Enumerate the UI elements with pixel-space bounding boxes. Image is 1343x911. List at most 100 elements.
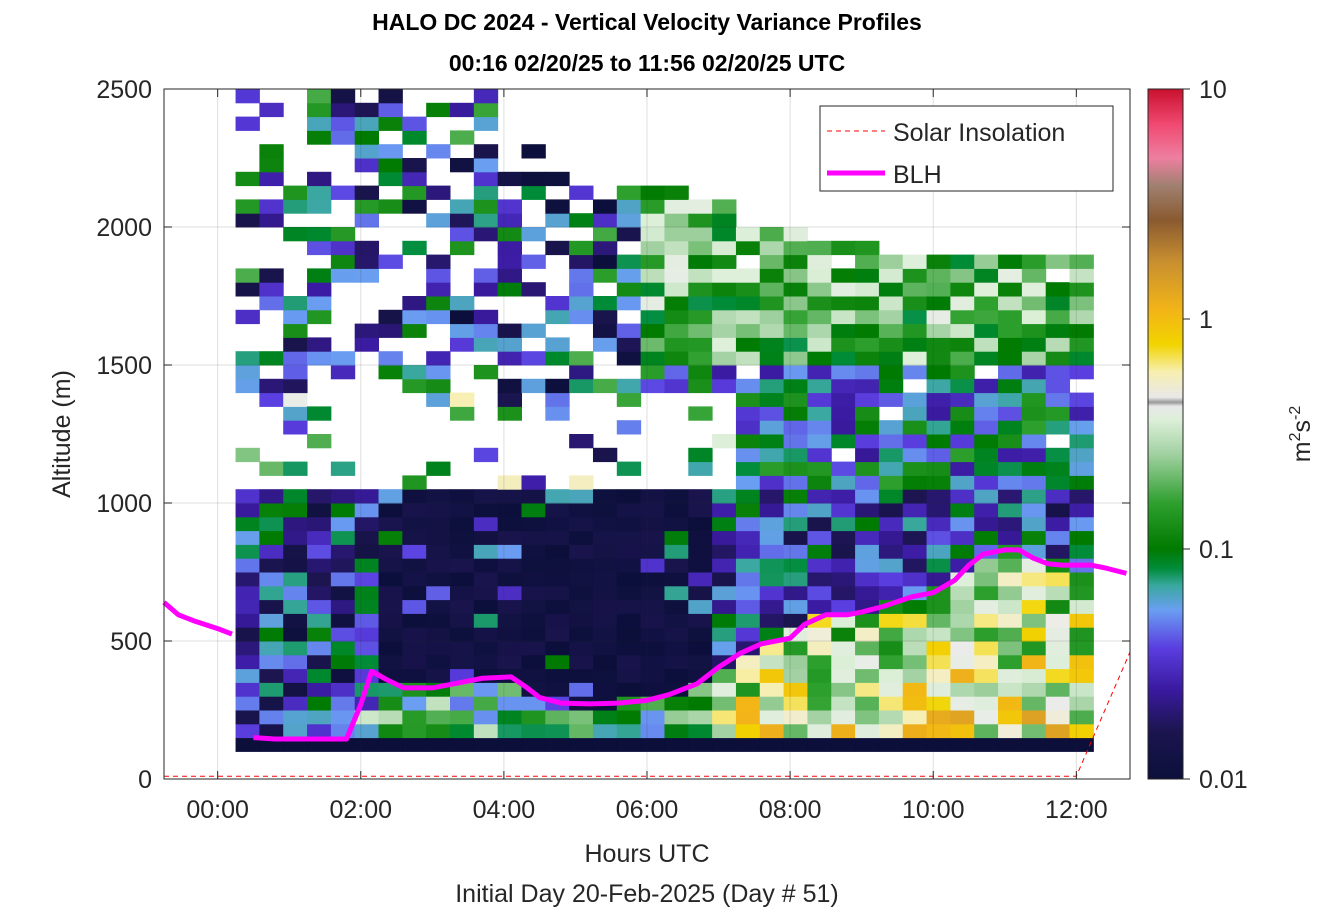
heatmap-cell xyxy=(688,296,713,311)
heatmap-cell xyxy=(307,696,332,711)
heatmap-cell xyxy=(426,710,451,725)
heatmap-cell xyxy=(759,392,785,407)
heatmap-cell xyxy=(640,268,665,283)
heatmap-cell xyxy=(426,503,451,518)
heatmap-cell xyxy=(950,710,975,725)
heatmap-cell xyxy=(712,682,737,697)
heatmap-cell xyxy=(521,530,546,545)
heatmap-cell xyxy=(759,668,785,683)
heatmap-cell xyxy=(354,144,380,159)
heatmap-cell xyxy=(664,185,689,200)
heatmap-cell xyxy=(950,475,975,490)
heatmap-cell xyxy=(283,378,308,394)
heatmap-cell xyxy=(759,365,785,380)
heatmap-cell xyxy=(759,296,785,311)
heatmap-cell xyxy=(402,503,427,518)
heatmap-cell xyxy=(735,240,761,256)
heatmap-cell xyxy=(735,461,761,476)
heatmap-cell xyxy=(497,475,522,490)
heatmap-cell xyxy=(1069,392,1094,407)
heatmap-cell xyxy=(521,489,546,504)
heatmap-cell xyxy=(783,240,808,256)
heatmap-cell xyxy=(1045,668,1071,683)
heatmap-cell xyxy=(783,296,808,311)
heatmap-cell xyxy=(354,158,380,173)
heatmap-cell xyxy=(878,351,904,366)
heatmap-cell xyxy=(950,420,975,435)
heatmap-cell xyxy=(473,365,499,380)
heatmap-cell xyxy=(664,599,689,614)
heatmap-cell xyxy=(426,309,451,325)
heatmap-cell xyxy=(855,503,880,518)
heatmap-cell xyxy=(521,737,546,752)
heatmap-cell xyxy=(283,530,308,545)
heatmap-cell xyxy=(1021,572,1047,587)
heatmap-cell xyxy=(735,489,761,504)
heatmap-cell xyxy=(545,627,570,642)
heatmap-cell xyxy=(473,158,499,173)
heatmap-cell xyxy=(307,337,332,352)
heatmap-cell xyxy=(640,227,665,242)
heatmap-cell xyxy=(878,337,904,352)
heatmap-cell xyxy=(354,723,380,739)
heatmap-cell xyxy=(450,599,475,614)
heatmap-cell xyxy=(712,516,737,532)
heatmap-cell xyxy=(354,130,380,145)
heatmap-cell xyxy=(735,668,761,683)
heatmap-cell xyxy=(545,641,570,656)
heatmap-cell xyxy=(450,503,475,518)
heatmap-cell xyxy=(283,227,308,242)
heatmap-cell xyxy=(1021,337,1047,352)
heatmap-cell xyxy=(521,227,546,242)
heatmap-cell xyxy=(330,268,356,283)
heatmap-cell xyxy=(950,392,975,407)
heatmap-cell xyxy=(592,227,618,242)
heatmap-cell xyxy=(592,544,618,559)
heatmap-cell xyxy=(807,365,832,380)
heatmap-cell xyxy=(1069,268,1094,283)
heatmap-cell xyxy=(497,723,522,739)
heatmap-cell xyxy=(974,710,999,725)
heatmap-cell xyxy=(831,309,856,325)
heatmap-cell xyxy=(735,268,761,283)
heatmap-cell xyxy=(640,585,665,601)
legend-label-solar-insolation: Solar Insolation xyxy=(893,119,1065,147)
heatmap-cell xyxy=(950,516,975,532)
heatmap-cell xyxy=(902,710,928,725)
heatmap-cell xyxy=(902,599,928,614)
heatmap-cell xyxy=(926,558,951,573)
heatmap-cell xyxy=(974,572,999,587)
heatmap-cell xyxy=(974,296,999,311)
heatmap-cell xyxy=(402,240,427,256)
heatmap-cell xyxy=(926,323,951,338)
heatmap-cell xyxy=(592,558,618,573)
heatmap-cell xyxy=(283,323,308,338)
heatmap-cell xyxy=(640,558,665,573)
heatmap-cell xyxy=(831,585,856,601)
heatmap-cell xyxy=(378,102,403,118)
heatmap-cell xyxy=(402,171,427,187)
heatmap-cell xyxy=(402,199,427,214)
heatmap-cell xyxy=(688,378,713,394)
heatmap-cell xyxy=(640,489,665,504)
heatmap-cell xyxy=(616,489,642,504)
heatmap-cell xyxy=(354,254,380,269)
heatmap-cell xyxy=(473,627,499,642)
heatmap-cell xyxy=(235,489,260,504)
heatmap-cell xyxy=(926,296,951,311)
heatmap-cell xyxy=(307,282,332,297)
heatmap-cell xyxy=(235,668,260,683)
heatmap-cell xyxy=(807,682,832,697)
heatmap-cell xyxy=(473,723,499,739)
heatmap-cell xyxy=(783,599,808,614)
heatmap-cell xyxy=(1069,309,1094,325)
heatmap-cell xyxy=(807,378,832,394)
heatmap-cell xyxy=(688,654,713,670)
heatmap-cell xyxy=(688,503,713,518)
heatmap-cell xyxy=(759,696,785,711)
blh-line xyxy=(253,547,1128,742)
heatmap-cell xyxy=(307,599,332,614)
heatmap-cell xyxy=(569,351,594,366)
heatmap-cell xyxy=(902,365,928,380)
heatmap-cell xyxy=(998,668,1023,683)
